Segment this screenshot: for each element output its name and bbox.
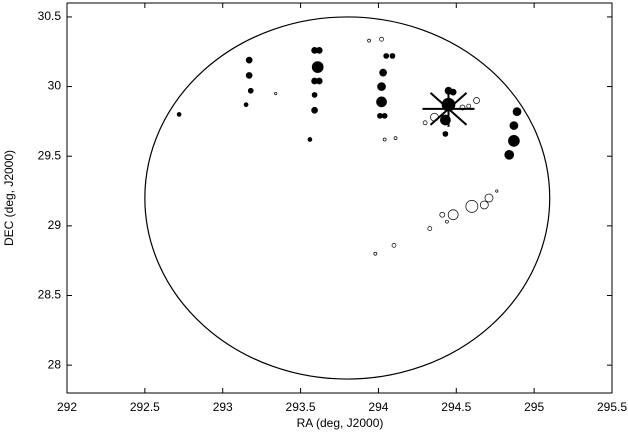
point bbox=[315, 47, 323, 54]
point bbox=[449, 88, 457, 96]
point bbox=[245, 56, 253, 64]
point bbox=[379, 68, 387, 77]
point bbox=[377, 82, 386, 91]
x-axis-label: RA (deg, J2000) bbox=[297, 416, 384, 430]
point bbox=[373, 251, 378, 256]
y-tick-label: 29 bbox=[48, 218, 62, 232]
x-tick-label: 294 bbox=[368, 400, 388, 414]
point bbox=[473, 97, 480, 104]
x-tick-label: 295.5 bbox=[597, 400, 627, 414]
point bbox=[389, 53, 396, 59]
point bbox=[247, 87, 254, 94]
point bbox=[459, 104, 466, 111]
y-tick-label: 29.5 bbox=[38, 148, 62, 162]
point bbox=[315, 77, 323, 85]
plot-frame bbox=[66, 2, 613, 394]
point bbox=[307, 137, 313, 142]
target-marker bbox=[422, 90, 475, 127]
point bbox=[274, 91, 278, 96]
point bbox=[439, 211, 446, 218]
point bbox=[445, 219, 449, 224]
x-tick-label: 295 bbox=[524, 400, 544, 414]
x-tick-label: 293 bbox=[213, 400, 233, 414]
point bbox=[512, 107, 522, 116]
point bbox=[311, 61, 324, 73]
point bbox=[379, 36, 384, 42]
point bbox=[311, 92, 318, 98]
point bbox=[442, 131, 449, 137]
point bbox=[311, 106, 318, 114]
point bbox=[508, 135, 520, 147]
point bbox=[377, 112, 383, 119]
point bbox=[495, 189, 499, 193]
point bbox=[381, 112, 388, 119]
point bbox=[465, 200, 479, 213]
point bbox=[479, 200, 489, 210]
point bbox=[504, 149, 515, 160]
point bbox=[447, 209, 459, 221]
point bbox=[509, 121, 519, 130]
point bbox=[393, 136, 398, 140]
y-tick-label: 30 bbox=[48, 79, 62, 93]
point bbox=[367, 38, 371, 43]
x-tick-label: 292 bbox=[57, 400, 77, 414]
y-axis-label: DEC (deg, J2000) bbox=[2, 150, 16, 246]
y-tick-label: 30.5 bbox=[38, 9, 62, 23]
x-tick-label: 293.5 bbox=[286, 400, 316, 414]
point bbox=[427, 226, 433, 231]
x-tick-label: 294.5 bbox=[441, 400, 471, 414]
point bbox=[245, 72, 253, 79]
point bbox=[383, 53, 390, 59]
point bbox=[382, 137, 387, 142]
y-tick-label: 28.5 bbox=[38, 288, 62, 302]
point bbox=[176, 112, 182, 117]
point bbox=[391, 243, 397, 248]
field-ellipse bbox=[144, 16, 551, 380]
y-tick-label: 28 bbox=[48, 357, 62, 371]
x-tick-label: 292.5 bbox=[130, 400, 160, 414]
point bbox=[243, 102, 249, 108]
target-stroke bbox=[429, 92, 468, 126]
point bbox=[422, 120, 428, 126]
point bbox=[376, 96, 387, 108]
point bbox=[484, 193, 494, 203]
